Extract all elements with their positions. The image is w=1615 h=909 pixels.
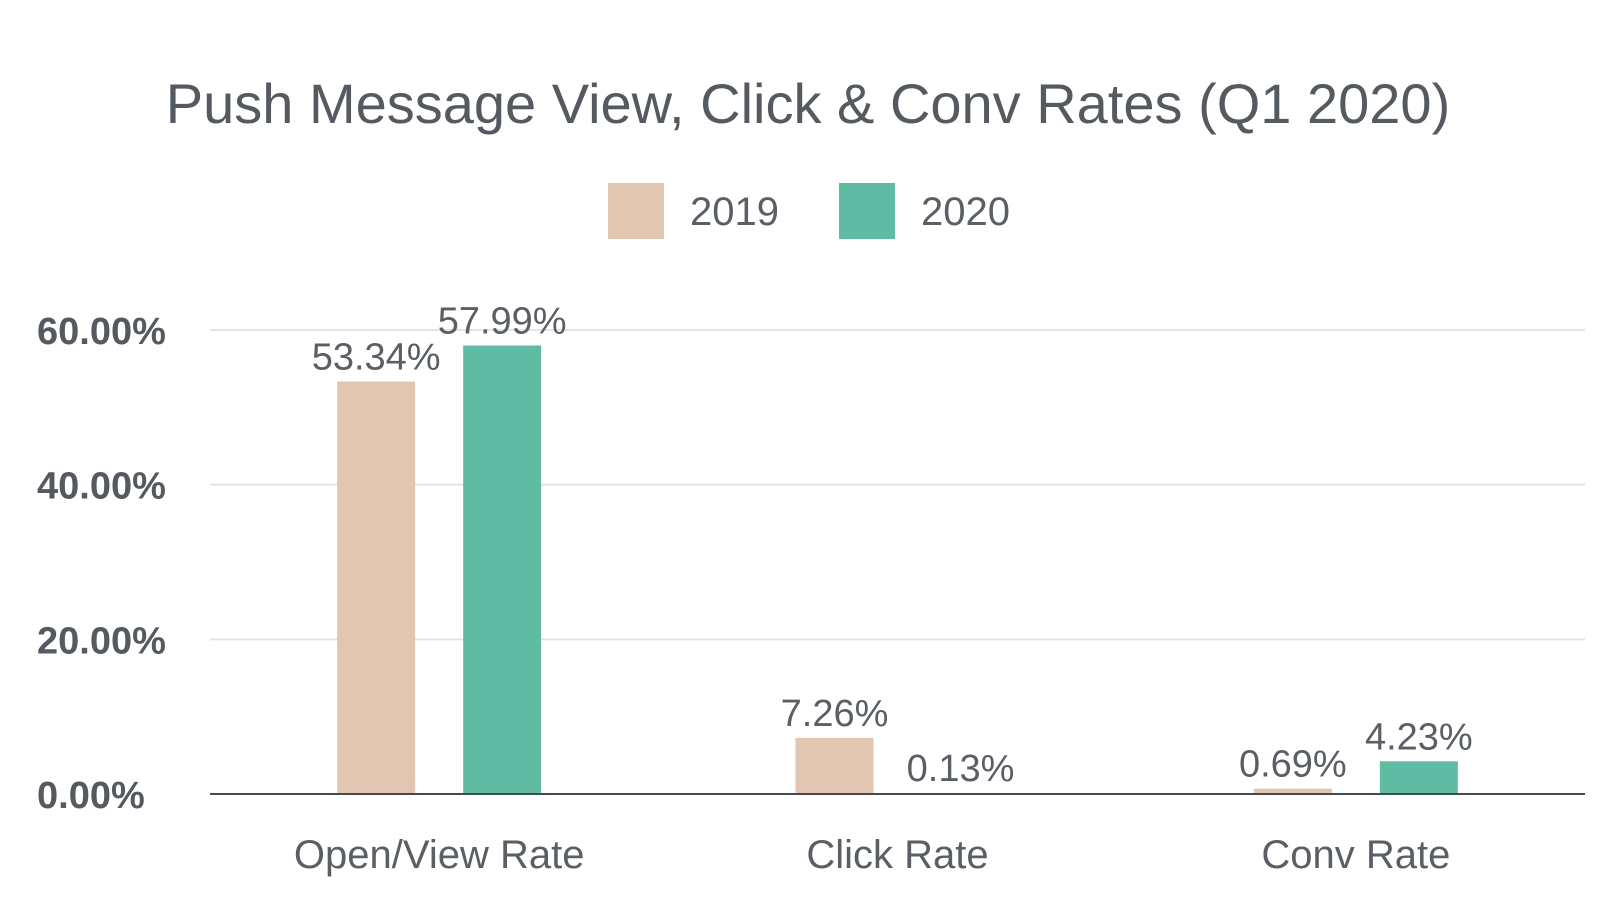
data-labels: 53.34%57.99% 7.26% 0.13% 0.69% 4.23% [312, 301, 1473, 790]
legend-swatch [608, 183, 664, 239]
data-label: 53.34% [312, 337, 441, 379]
y-tick-label: 60.00% [37, 311, 166, 353]
bar-2020-conv-rate [1379, 761, 1458, 794]
data-label: 0.69% [1239, 744, 1347, 786]
data-label: 0.13% [907, 748, 1015, 790]
x-tick-label: Conv Rate [1261, 833, 1450, 877]
data-label: 4.23% [1365, 716, 1473, 758]
legend-label: 2019 [690, 190, 779, 234]
data-label: 57.99% [438, 301, 567, 343]
y-tick-label: 0.00% [37, 775, 145, 817]
y-tick-label: 20.00% [37, 620, 166, 662]
chart-title: Push Message View, Click & Conv Rates (Q… [166, 72, 1450, 135]
y-axis: 0.00% 20.00% 40.00% 60.00% [37, 311, 166, 817]
bar-2019-click-rate [795, 737, 874, 794]
bar-2019-conv-rate [1253, 788, 1332, 794]
x-axis: Open/View Rate Click Rate Conv Rate [210, 793, 1585, 877]
chart-gridlines [210, 329, 1585, 641]
chart-legend: 2019 2020 [608, 183, 1010, 239]
y-tick-label: 40.00% [37, 466, 166, 508]
x-tick-label: Open/View Rate [294, 833, 585, 877]
x-tick-label: Click Rate [806, 833, 988, 877]
data-label: 7.26% [781, 693, 889, 735]
legend-label: 2020 [921, 190, 1010, 234]
bar-2019-open-view-rate [337, 381, 416, 794]
bar-2020-open-view-rate [463, 345, 542, 794]
legend-swatch [839, 183, 895, 239]
chart-bars [337, 345, 1458, 794]
